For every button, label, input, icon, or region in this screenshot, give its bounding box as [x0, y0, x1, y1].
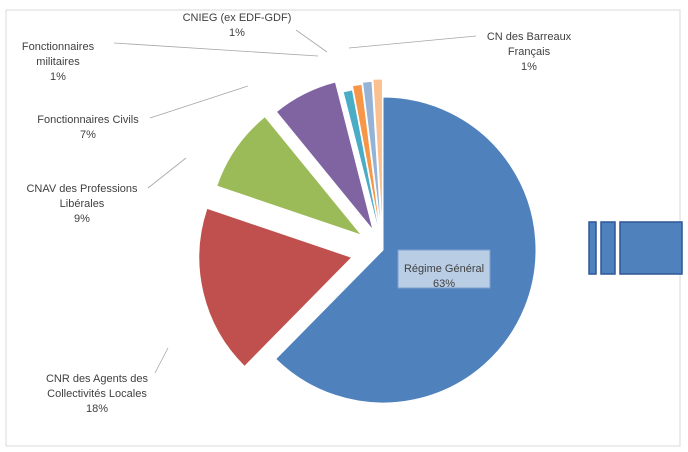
slice-name-label: Régime Général	[404, 263, 484, 275]
slice-name-label: CNIEG (ex EDF-GDF)	[183, 12, 292, 24]
slice-percent-label: 1%	[229, 27, 245, 39]
pie-slice	[275, 81, 374, 231]
slice-labels: Régime Général 63% CNR des Agents des Colle…	[22, 12, 572, 415]
pie-slice	[216, 115, 364, 237]
pie-slice	[342, 89, 382, 241]
slice-name-label: Libérales	[60, 198, 105, 210]
pie-slice	[361, 80, 383, 235]
slice-percent-label: 9%	[74, 213, 90, 225]
slice-percent-label: 7%	[80, 129, 96, 141]
data-label-box	[397, 249, 491, 289]
slice-name-label: Français	[508, 46, 551, 58]
pie-slice	[351, 83, 382, 237]
leader-line	[147, 157, 187, 189]
slice-name-label: CNR des Agents des	[46, 373, 149, 385]
pie-slice	[372, 78, 383, 233]
leader-line	[295, 29, 328, 53]
slice-name-label: CN des Barreaux	[487, 31, 572, 43]
arrow-icon	[588, 221, 683, 275]
slice-name-label: Fonctionnaires Civils	[37, 114, 139, 126]
leader-line	[113, 42, 319, 57]
slice-name-label: Collectivités Locales	[47, 388, 147, 400]
slice-percent-label: 63%	[433, 278, 455, 290]
slice-percent-label: 18%	[86, 403, 108, 415]
leader-line	[149, 85, 249, 119]
slice-percent-label: 1%	[521, 61, 537, 73]
slice-name-label: militaires	[36, 56, 80, 68]
leader-lines	[113, 29, 477, 374]
leader-line	[348, 35, 477, 49]
slice-percent-label: 1%	[50, 71, 66, 83]
leader-line	[154, 347, 169, 374]
slice-name-label: CNAV des Professions	[26, 183, 138, 195]
slice-name-label: Fonctionnaires	[22, 41, 95, 53]
pie-slice	[198, 207, 353, 368]
